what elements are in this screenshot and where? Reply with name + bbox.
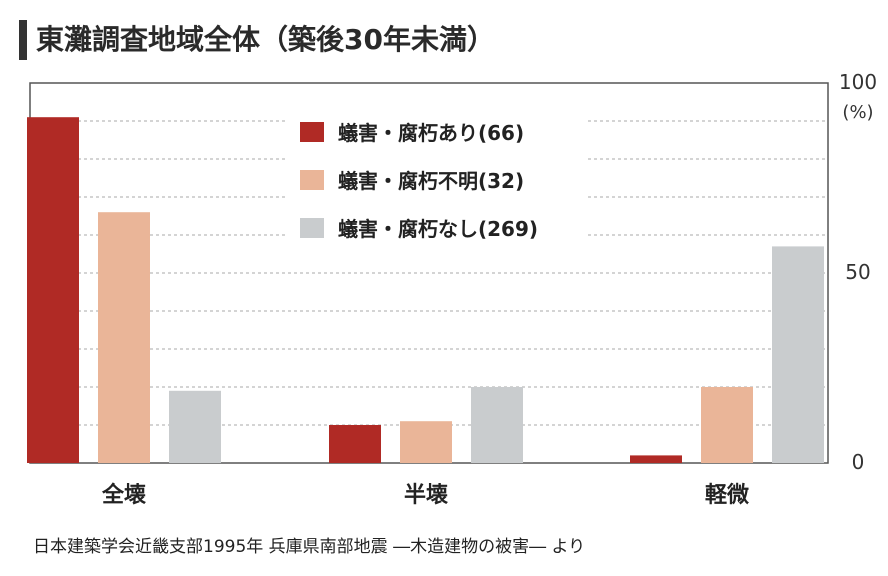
legend-swatch [300, 170, 324, 190]
legend-label: 蟻害・腐朽不明(32) [338, 169, 524, 193]
x-axis-categories: 全壊 半壊 軽微 [101, 482, 749, 508]
bar-2-0 [630, 455, 682, 463]
bar-1-2 [471, 387, 523, 463]
x-category-label: 軽微 [705, 482, 749, 508]
legend-label: 蟻害・腐朽なし(269) [338, 217, 538, 241]
y-axis-unit: (%) [842, 102, 873, 123]
chart-title: 東灘調査地域全体（築後30年未満） [36, 23, 495, 56]
bar-2-2 [772, 246, 824, 463]
bar-1-0 [329, 425, 381, 463]
bar-2-1 [701, 387, 753, 463]
y-tick-label: 0 [852, 450, 865, 474]
y-tick-label: 50 [845, 260, 870, 284]
bar-0-1 [98, 212, 150, 463]
x-category-label: 全壊 [101, 482, 147, 508]
bar-0-2 [169, 390, 221, 463]
bar-0-0 [27, 117, 79, 463]
legend-swatch [300, 122, 324, 142]
legend-swatch [300, 218, 324, 238]
bars-layer [27, 117, 824, 463]
title-accent-bar [19, 20, 27, 60]
y-tick-label: 100 [839, 70, 877, 94]
y-axis-ticks: 0 50 100 [839, 70, 877, 474]
legend: 蟻害・腐朽あり(66) 蟻害・腐朽不明(32) 蟻害・腐朽なし(269) [288, 105, 588, 253]
legend-background [288, 105, 588, 253]
source-note: 日本建築学会近畿支部1995年 兵庫県南部地震 ―木造建物の被害― より [33, 537, 586, 557]
legend-label: 蟻害・腐朽あり(66) [338, 121, 524, 145]
bar-1-1 [400, 421, 452, 463]
x-category-label: 半壊 [404, 483, 449, 508]
